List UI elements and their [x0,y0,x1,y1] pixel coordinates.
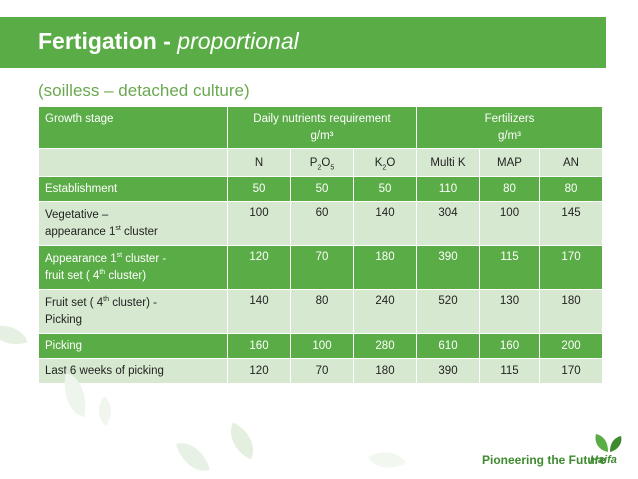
cell-k2o: 180 [353,245,417,290]
row-stage: Establishment [38,176,228,202]
row-stage: Appearance 1st cluster - fruit set ( 4th … [38,245,228,290]
cell-k2o: 240 [353,289,417,334]
cell-n: 140 [227,289,291,334]
cell-k2o: 280 [353,333,417,359]
logo-text: Haifa [590,454,617,466]
cell-n: 120 [227,358,291,384]
cell-an: 170 [538,358,604,384]
header-fert-line1: Fertilizers [484,113,535,125]
cell-k2o: 50 [353,176,417,202]
cell-p2o5: 50 [290,176,354,202]
cell-p2o5: 70 [290,245,354,290]
leaf-icon [90,396,120,426]
cell-map: 130 [479,289,540,334]
footer-tagline: Pioneering the Future [482,453,607,467]
row-stage: Vegetative – appearance 1st cluster [38,201,228,246]
table-header-row: Growth stage Daily nutrients requirement… [38,106,604,149]
subheader-empty [38,148,228,177]
leaf-icon [176,437,210,477]
cell-map: 115 [479,245,540,290]
cell-n: 160 [227,333,291,359]
haifa-logo-icon [595,434,622,452]
cell-n: 100 [227,201,291,246]
col-multik: Multi K [416,148,480,177]
cell-p2o5: 80 [290,289,354,334]
leaf-icon [368,442,406,478]
header-fertilizers: Fertilizers g/m³ [415,106,604,149]
cell-p2o5: 60 [290,201,354,246]
table-subheader-row: N P2O5 K2O Multi K MAP AN [38,148,604,177]
cell-an: 180 [538,289,604,334]
slide-subtitle: (soilless – detached culture) [38,81,250,100]
header-daily-requirement: Daily nutrients requirement g/m³ [227,106,417,149]
cell-map: 115 [479,358,540,384]
cell-k2o: 140 [353,201,417,246]
cell-multik: 520 [416,289,480,334]
cell-map: 160 [479,333,540,359]
cell-multik: 610 [416,333,480,359]
cell-n: 50 [227,176,291,202]
cell-multik: 110 [416,176,480,202]
title-italic: proportional [177,28,299,54]
cell-multik: 390 [416,358,480,384]
table-row: Picking 160 100 280 610 160 200 [38,333,604,359]
cell-an: 80 [538,176,604,202]
cell-an: 145 [538,201,604,246]
cell-multik: 304 [416,201,480,246]
nutrient-table: Growth stage Daily nutrients requirement… [38,106,604,384]
cell-p2o5: 100 [290,333,354,359]
col-map: MAP [479,148,540,177]
cell-k2o: 180 [353,358,417,384]
row-stage: Last 6 weeks of picking [38,358,228,384]
header-daily-line1: Daily nutrients requirement [253,113,391,125]
col-an: AN [538,148,604,177]
cell-an: 200 [538,333,604,359]
col-n: N [227,148,291,177]
cell-an: 170 [538,245,604,290]
table-row: Appearance 1st cluster - fruit set ( 4th … [38,245,604,290]
row-stage: Picking [38,333,228,359]
slide-title: Fertigation - proportional [38,28,299,55]
table-row: Vegetative – appearance 1st cluster 100 6… [38,201,604,246]
title-bold: Fertigation - [38,28,171,54]
header-daily-line2: g/m³ [310,130,334,142]
cell-map: 100 [479,201,540,246]
table-row: Last 6 weeks of picking 120 70 180 390 1… [38,358,604,384]
cell-n: 120 [227,245,291,290]
row-stage: Fruit set ( 4th cluster) - Picking [38,289,228,334]
leaf-icon [0,317,28,353]
header-growth-stage: Growth stage [38,106,228,149]
cell-multik: 390 [416,245,480,290]
col-p2o5: P2O5 [290,148,354,177]
cell-p2o5: 70 [290,358,354,384]
col-k2o: K2O [353,148,417,177]
table-row: Fruit set ( 4th cluster) - Picking 140 80… [38,289,604,334]
table-row: Establishment 50 50 50 110 80 80 [38,176,604,202]
title-bar [0,17,606,68]
header-fert-line2: g/m³ [498,130,522,142]
leaf-icon [222,422,262,460]
cell-map: 80 [479,176,540,202]
